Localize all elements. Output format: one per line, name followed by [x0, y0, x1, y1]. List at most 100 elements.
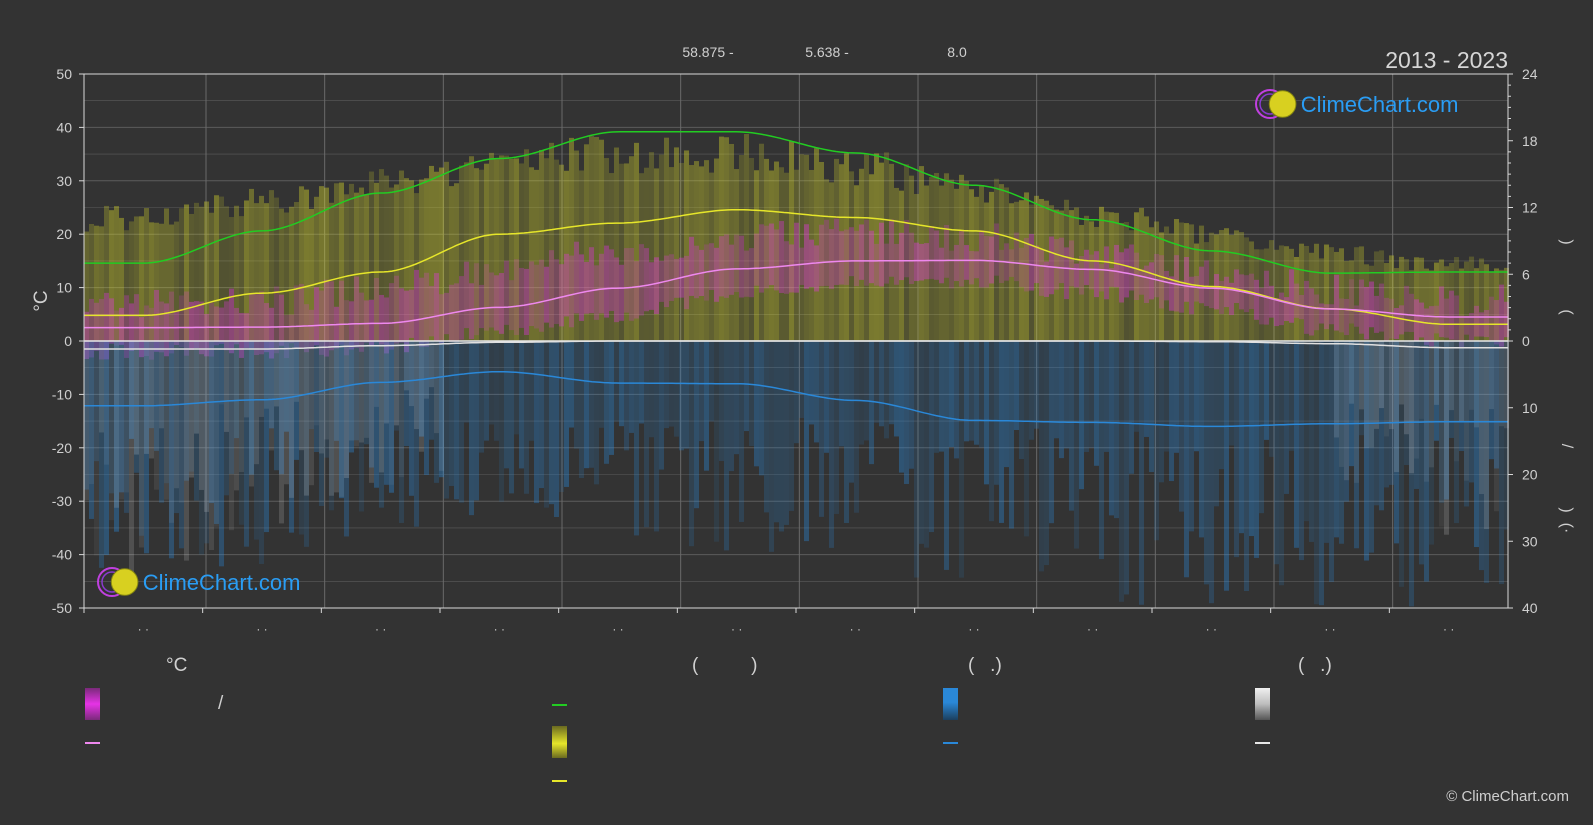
snow-column [1339, 341, 1344, 467]
snow-band-swatch [1255, 688, 1270, 720]
sunshine-column [1074, 207, 1079, 341]
sunshine-column [1409, 269, 1414, 341]
sunshine-column [84, 231, 89, 341]
rain-column [194, 341, 199, 501]
rain-column [1159, 341, 1164, 483]
sunshine-column [484, 163, 489, 341]
temp-column [319, 290, 324, 355]
right-axis-label: ) [1558, 507, 1575, 512]
rain-column [494, 341, 499, 441]
rain-column [359, 341, 364, 512]
temp-column [1414, 299, 1419, 342]
sunshine-column [894, 187, 899, 341]
sunshine-column [1239, 232, 1244, 341]
temp-column [834, 218, 839, 285]
snow-column [124, 341, 129, 493]
temp-column [854, 230, 859, 287]
rain-column [379, 341, 384, 508]
sunshine-column [1059, 210, 1064, 341]
rain-column [1114, 341, 1119, 519]
temp-column [849, 227, 854, 277]
rain-column [809, 341, 814, 425]
sunshine-column [609, 173, 614, 341]
temp-column [799, 247, 804, 285]
copyright: © ClimeChart.com [1446, 788, 1569, 805]
temp-column [94, 302, 99, 351]
sunshine-column [1249, 241, 1254, 341]
temp-column [649, 262, 654, 310]
rain-column [274, 341, 279, 471]
temp-column [534, 264, 539, 329]
rain-column [1419, 341, 1424, 565]
temp-column [824, 219, 829, 286]
sunshine-column [184, 204, 189, 341]
rain-column [1144, 341, 1149, 437]
temp-column [1464, 315, 1469, 335]
temp-column [179, 295, 184, 348]
month-label: · · [850, 622, 861, 636]
logo-sun-icon [1268, 90, 1297, 118]
temp-column [1094, 251, 1099, 298]
sunshine-column [1264, 248, 1269, 341]
temp-column [464, 261, 469, 329]
rain-column [1259, 341, 1264, 514]
sunshine-column [1069, 210, 1074, 341]
sunshine-column [649, 152, 654, 341]
snow-column [349, 341, 354, 441]
rain-column [189, 341, 194, 472]
temp-column [1049, 236, 1054, 295]
sunshine-column [1199, 225, 1204, 341]
temp-column [304, 304, 309, 353]
sunshine-column [1109, 212, 1114, 341]
sunshine-column [374, 182, 379, 341]
temp-column [794, 222, 799, 293]
rain-column [314, 341, 319, 452]
snow-column [234, 341, 239, 491]
rain-column [974, 341, 979, 445]
rain-column [919, 341, 924, 544]
sunshine-column [1114, 212, 1119, 341]
rain-column [409, 341, 414, 496]
snow-column [304, 341, 309, 496]
temp-column [1224, 276, 1229, 308]
rain-column [1084, 341, 1089, 452]
sunshine-column [519, 163, 524, 341]
rain-column [1234, 341, 1239, 558]
sunshine-column [514, 158, 519, 341]
right-axis-label: (· [1558, 523, 1575, 534]
temp-column [554, 259, 559, 324]
snow-column [339, 341, 344, 497]
rain-column [429, 341, 434, 440]
sunshine-column [504, 155, 509, 341]
left-tick-label: 50 [56, 66, 72, 82]
sunshine-column [1389, 255, 1394, 341]
sunshine-column [764, 158, 769, 341]
sunshine-column [349, 183, 354, 341]
sunshine-column [509, 158, 514, 341]
snow-column [159, 341, 164, 429]
sunshine-column [1219, 230, 1224, 341]
sunshine-column [1319, 258, 1324, 341]
snow-column [1429, 341, 1434, 468]
rain-column [1054, 341, 1059, 439]
snow-column [379, 341, 384, 473]
rain-column [1504, 341, 1509, 530]
right-tick-label: 30 [1522, 533, 1538, 549]
rain-column [459, 341, 464, 503]
temp-column [1389, 298, 1394, 339]
rain-column [724, 341, 729, 551]
rain-column [1384, 341, 1389, 488]
rain-column [449, 341, 454, 486]
temp-column [399, 288, 404, 343]
rain-column [869, 341, 874, 465]
sunshine-column [1354, 247, 1359, 341]
snow-column [209, 341, 214, 551]
rain-column [1119, 341, 1124, 602]
rain-column [1464, 341, 1469, 507]
sunshine-column [739, 154, 744, 341]
sunshine-column [524, 149, 529, 341]
sunshine-column [189, 213, 194, 341]
rain-column [874, 341, 879, 423]
month-label: · · [1324, 622, 1335, 636]
sunshine-column [634, 142, 639, 341]
